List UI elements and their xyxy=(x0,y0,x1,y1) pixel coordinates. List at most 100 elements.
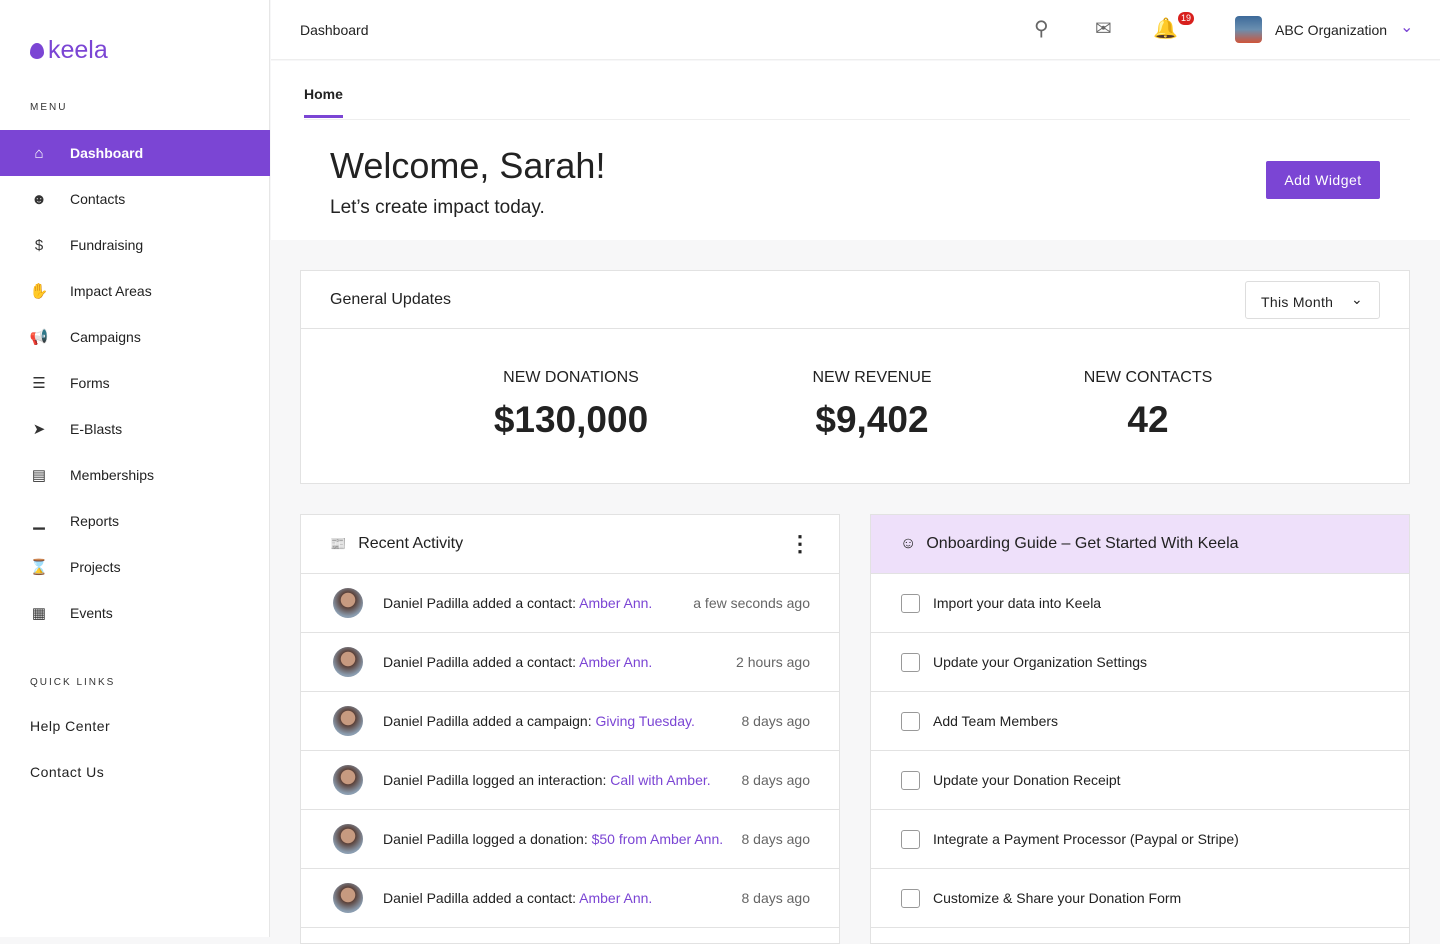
activity-time: 8 days ago xyxy=(741,831,811,847)
mail-icon[interactable]: ✉ xyxy=(1095,18,1112,40)
sidebar-item-projects[interactable]: ⌛ Projects xyxy=(0,544,270,590)
activity-link[interactable]: $50 from Amber Ann. xyxy=(591,831,724,847)
sidebar-item-forms[interactable]: ☰ Forms xyxy=(0,360,270,406)
general-updates-card: General Updates This Month ⌄ NEW DONATION… xyxy=(300,270,1410,484)
sidebar-nav: ⌂ Dashboard ☻ Contacts $ Fundraising ✋ Impact A… xyxy=(0,130,270,636)
onboarding-item[interactable]: Import your data into Keela xyxy=(871,574,1409,633)
contact-us-link[interactable]: Contact Us xyxy=(30,764,105,780)
notification-badge: 19 xyxy=(1178,12,1195,25)
activity-link[interactable]: Amber Ann. xyxy=(579,890,653,906)
avatar xyxy=(333,765,363,795)
activity-row: Daniel Padilla added a campaign: Giving … xyxy=(301,692,839,751)
sidebar-item-label: Forms xyxy=(70,375,110,391)
onboarding-item[interactable]: Add Team Members xyxy=(871,692,1409,751)
checkbox[interactable] xyxy=(901,888,920,908)
sidebar-item-impact-areas[interactable]: ✋ Impact Areas xyxy=(0,268,270,314)
tab-home[interactable]: Home xyxy=(304,86,343,118)
onboarding-item[interactable]: Update your Donation Receipt xyxy=(871,751,1409,810)
onboarding-item[interactable]: Customize & Share your Donation Form xyxy=(871,869,1409,928)
onboarding-item-label: Update your Donation Receipt xyxy=(933,772,1121,788)
menu-label: MENU xyxy=(30,102,68,113)
stat-contacts: NEW CONTACTS 42 xyxy=(998,369,1298,441)
sidebar-item-label: Campaigns xyxy=(70,329,141,345)
search-icon[interactable]: ⚲ xyxy=(1034,18,1049,40)
newspaper-icon: 📰 xyxy=(330,536,347,551)
checkbox[interactable] xyxy=(901,593,920,613)
onboarding-item[interactable]: Integrate a Payment Processor (Paypal or… xyxy=(871,810,1409,869)
bell-icon[interactable]: 🔔 xyxy=(1153,18,1178,40)
sidebar-item-dashboard[interactable]: ⌂ Dashboard xyxy=(0,130,270,176)
stat-value: $130,000 xyxy=(493,399,649,440)
tab-divider xyxy=(304,119,1410,120)
activity-link[interactable]: Amber Ann. xyxy=(579,595,653,611)
sidebar-item-label: Dashboard xyxy=(70,145,144,161)
list-icon: ☰ xyxy=(32,375,46,392)
sidebar-item-label: Contacts xyxy=(70,191,126,207)
hand-icon: ✋ xyxy=(29,283,49,300)
activity-row: Daniel Padilla logged a donation: $50 fr… xyxy=(301,810,839,869)
onboarding-card: ☺ Onboarding Guide – Get Started With Kee… xyxy=(870,514,1410,944)
welcome-subtitle: Let’s create impact today. xyxy=(330,197,545,218)
org-name[interactable]: ABC Organization xyxy=(1275,22,1388,38)
more-options-icon[interactable]: ⋮ xyxy=(789,531,811,556)
activity-description: Daniel Padilla logged a donation: xyxy=(383,831,592,847)
period-value: This Month xyxy=(1261,294,1334,310)
avatar xyxy=(333,588,363,618)
activity-row: Daniel Padilla added a contact: Amber An… xyxy=(301,869,839,928)
top-bar: Dashboard xyxy=(271,0,1440,60)
activity-description: Daniel Padilla added a contact: xyxy=(383,654,580,670)
megaphone-icon: 📢 xyxy=(29,329,49,346)
activity-row: Daniel Padilla added a contact: Amber An… xyxy=(301,574,839,633)
onboarding-item-label: Import your data into Keela xyxy=(933,595,1102,611)
sidebar-item-label: Memberships xyxy=(70,467,155,483)
smiley-icon: ☺ xyxy=(900,535,917,552)
activity-link[interactable]: Amber Ann. xyxy=(579,654,653,670)
activity-text: Daniel Padilla added a contact: Amber An… xyxy=(383,594,681,612)
calendar-icon: ▦ xyxy=(31,605,47,622)
sidebar-item-fundraising[interactable]: $ Fundraising xyxy=(0,222,270,268)
recent-activity-card: 📰 Recent Activity ⋮ Daniel Padilla added a… xyxy=(300,514,840,944)
sidebar-item-contacts[interactable]: ☻ Contacts xyxy=(0,176,270,222)
paper-plane-icon: ➤ xyxy=(32,421,46,438)
activity-text: Daniel Padilla added a contact: Amber An… xyxy=(383,889,730,907)
sidebar-item-events[interactable]: ▦ Events xyxy=(0,590,270,636)
activity-description: Daniel Padilla logged an interaction: xyxy=(383,772,611,788)
sidebar-item-e-blasts[interactable]: ➤ E-Blasts xyxy=(0,406,270,452)
add-widget-button[interactable]: Add Widget xyxy=(1266,161,1380,199)
activity-time: 8 days ago xyxy=(741,713,811,729)
org-avatar[interactable] xyxy=(1235,16,1262,43)
stat-label: NEW CONTACTS xyxy=(1083,369,1213,386)
hourglass-icon: ⌛ xyxy=(29,559,49,576)
stat-label: NEW DONATIONS xyxy=(503,369,639,386)
activity-link[interactable]: Giving Tuesday. xyxy=(595,713,695,729)
money-bag-icon: $ xyxy=(34,236,44,254)
sidebar-item-label: Impact Areas xyxy=(70,283,152,299)
sidebar-item-label: Projects xyxy=(70,559,121,575)
activity-text: Daniel Padilla added a campaign: Giving … xyxy=(383,712,730,730)
checkbox[interactable] xyxy=(901,652,920,672)
sidebar-item-label: Events xyxy=(70,605,113,621)
activity-text: Daniel Padilla logged an interaction: Ca… xyxy=(383,771,730,789)
activity-description: Daniel Padilla added a campaign: xyxy=(383,713,596,729)
onboarding-item-label: Add Team Members xyxy=(933,713,1059,729)
activity-time: 8 days ago xyxy=(741,890,811,906)
onboarding-item[interactable]: Update your Organization Settings xyxy=(871,633,1409,692)
keela-logo[interactable]: keela xyxy=(30,36,108,65)
sidebar-item-reports[interactable]: ▁ Reports xyxy=(0,498,270,544)
stat-donations: NEW DONATIONS $130,000 xyxy=(421,369,721,441)
sidebar: keela MENU ⌂ Dashboard ☻ Contacts $ Fundraisi… xyxy=(0,0,270,937)
card-title: General Updates xyxy=(330,291,451,308)
chevron-down-icon[interactable]: ⌄ xyxy=(1400,19,1414,36)
activity-link[interactable]: Call with Amber. xyxy=(610,772,711,788)
period-select[interactable]: This Month ⌄ xyxy=(1245,281,1380,319)
checkbox[interactable] xyxy=(901,829,920,849)
activity-row: Daniel Padilla added a contact: Amber An… xyxy=(301,633,839,692)
checkbox[interactable] xyxy=(901,770,920,790)
id-card-icon: ▤ xyxy=(31,467,47,484)
help-center-link[interactable]: Help Center xyxy=(30,718,111,734)
sidebar-item-campaigns[interactable]: 📢 Campaigns xyxy=(0,314,270,360)
checkbox[interactable] xyxy=(901,711,920,731)
sidebar-item-memberships[interactable]: ▤ Memberships xyxy=(0,452,270,498)
onboarding-item-label: Update your Organization Settings xyxy=(933,654,1148,670)
avatar xyxy=(333,824,363,854)
